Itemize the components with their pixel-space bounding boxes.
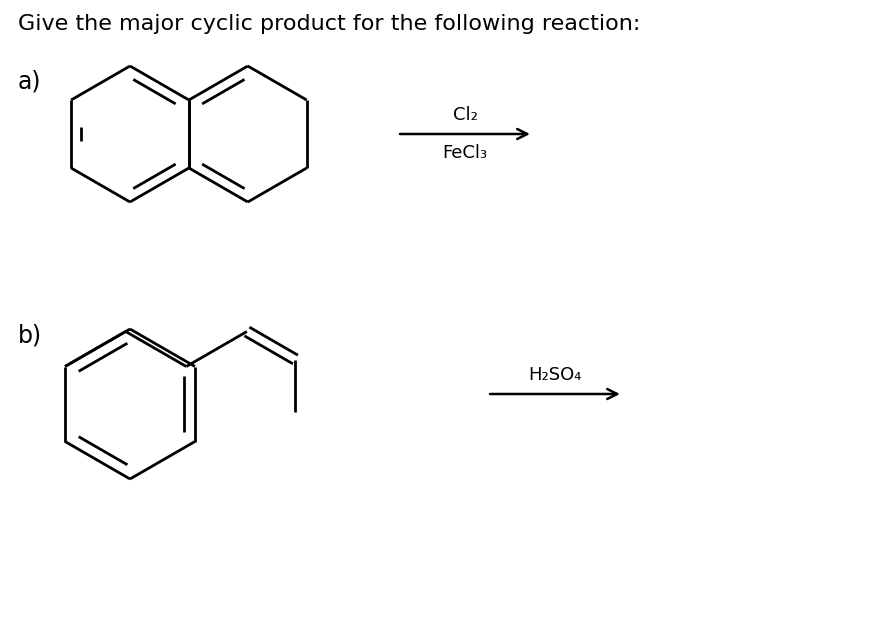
Text: FeCl₃: FeCl₃: [442, 144, 488, 162]
Text: Cl₂: Cl₂: [453, 106, 477, 124]
Text: a): a): [18, 69, 41, 93]
Text: b): b): [18, 324, 42, 348]
Text: Give the major cyclic product for the following reaction:: Give the major cyclic product for the fo…: [18, 14, 640, 34]
Text: H₂SO₄: H₂SO₄: [528, 366, 582, 384]
